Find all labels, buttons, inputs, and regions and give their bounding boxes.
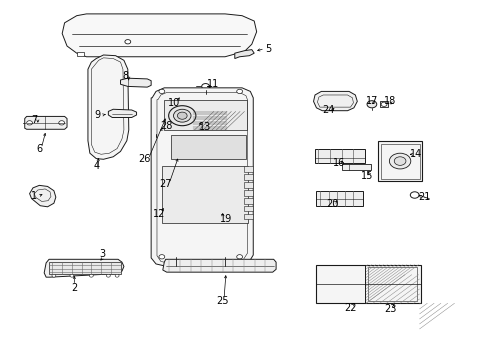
Bar xyxy=(164,100,246,130)
Circle shape xyxy=(168,106,196,126)
Bar xyxy=(162,166,248,223)
Bar xyxy=(379,101,387,108)
Circle shape xyxy=(388,153,410,169)
Polygon shape xyxy=(30,185,56,207)
Polygon shape xyxy=(108,109,136,117)
Circle shape xyxy=(152,128,160,134)
Bar xyxy=(193,111,226,130)
Text: 24: 24 xyxy=(321,105,334,115)
Polygon shape xyxy=(163,259,276,272)
Text: 22: 22 xyxy=(344,303,356,313)
Text: 18: 18 xyxy=(384,96,396,107)
Bar xyxy=(314,149,364,163)
Text: 1: 1 xyxy=(31,191,38,201)
Text: 23: 23 xyxy=(384,304,396,314)
Bar xyxy=(243,190,253,196)
Text: 17: 17 xyxy=(365,96,377,107)
Text: 12: 12 xyxy=(153,209,165,219)
Bar xyxy=(368,267,416,301)
Circle shape xyxy=(179,93,185,98)
Text: 15: 15 xyxy=(360,171,372,181)
Polygon shape xyxy=(88,55,128,159)
Text: 3: 3 xyxy=(99,249,105,259)
Circle shape xyxy=(159,89,164,94)
Circle shape xyxy=(173,109,191,122)
Circle shape xyxy=(115,274,119,277)
Circle shape xyxy=(201,84,209,89)
Text: 14: 14 xyxy=(408,149,421,159)
Bar xyxy=(243,182,253,188)
Polygon shape xyxy=(151,88,253,267)
Polygon shape xyxy=(44,259,123,277)
Circle shape xyxy=(52,274,56,277)
Circle shape xyxy=(159,255,164,259)
Bar xyxy=(316,192,362,206)
Circle shape xyxy=(177,112,187,119)
Circle shape xyxy=(59,121,64,125)
Circle shape xyxy=(236,89,242,94)
Text: 13: 13 xyxy=(198,122,210,132)
Text: 21: 21 xyxy=(417,192,430,202)
Circle shape xyxy=(409,192,418,198)
Circle shape xyxy=(393,157,405,165)
Text: 9: 9 xyxy=(94,110,101,120)
Circle shape xyxy=(70,274,74,277)
Text: 26: 26 xyxy=(139,154,151,163)
Circle shape xyxy=(380,102,386,107)
Polygon shape xyxy=(234,50,254,59)
Text: 19: 19 xyxy=(220,213,232,224)
Circle shape xyxy=(124,40,130,44)
Bar xyxy=(243,166,253,172)
Polygon shape xyxy=(120,78,151,87)
Bar xyxy=(243,206,253,211)
Bar xyxy=(341,164,370,170)
Bar xyxy=(77,52,84,56)
Circle shape xyxy=(106,274,110,277)
Circle shape xyxy=(366,101,376,108)
Circle shape xyxy=(27,121,32,125)
Text: 5: 5 xyxy=(264,44,270,54)
Bar xyxy=(243,213,253,219)
Text: 10: 10 xyxy=(167,98,180,108)
Text: 6: 6 xyxy=(36,144,42,154)
Text: 27: 27 xyxy=(159,179,172,189)
Text: 8: 8 xyxy=(122,71,128,81)
Polygon shape xyxy=(62,14,256,57)
Bar xyxy=(170,135,245,158)
Text: 7: 7 xyxy=(31,115,38,125)
Text: 20: 20 xyxy=(325,199,338,209)
Text: 11: 11 xyxy=(206,78,219,89)
Circle shape xyxy=(236,255,242,259)
Bar xyxy=(316,265,420,303)
Text: 4: 4 xyxy=(93,161,99,171)
Text: 16: 16 xyxy=(332,158,345,168)
Text: 28: 28 xyxy=(160,121,173,131)
Bar xyxy=(377,141,422,181)
Text: 25: 25 xyxy=(216,296,228,306)
Bar xyxy=(243,174,253,180)
Bar xyxy=(49,262,121,274)
Polygon shape xyxy=(313,91,357,111)
Bar xyxy=(243,198,253,203)
Bar xyxy=(380,144,419,179)
Text: 2: 2 xyxy=(71,283,77,293)
Polygon shape xyxy=(25,116,67,129)
Circle shape xyxy=(89,274,93,277)
